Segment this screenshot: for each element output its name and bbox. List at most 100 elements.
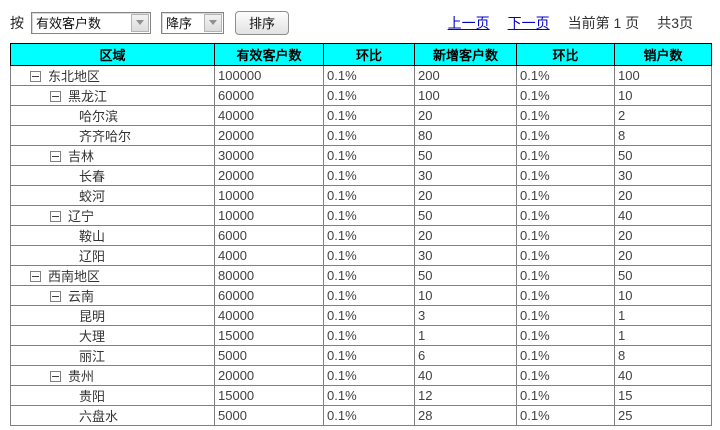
next-page-link[interactable]: 下一页	[507, 14, 550, 31]
value-cell: 0.1%	[516, 145, 615, 166]
region-label: 鞍山	[79, 229, 106, 244]
column-header-ratio-2: 环比	[516, 43, 615, 66]
value-cell: 4000	[214, 245, 324, 266]
value-cell: 5000	[214, 345, 324, 366]
table-row: 辽阳 4000 0.1% 30 0.1% 20	[10, 245, 712, 266]
value-cell: 0.1%	[323, 145, 415, 166]
table-row: 齐齐哈尔 20000 0.1% 80 0.1% 8	[10, 125, 712, 146]
collapse-minus-icon[interactable]	[30, 71, 41, 82]
value-cell: 0.1%	[516, 225, 615, 246]
region-cell: 蛟河	[10, 185, 215, 206]
collapse-minus-icon[interactable]	[50, 211, 61, 222]
sort-field-value: 有效客户数	[36, 16, 102, 31]
column-header-closed-count: 销户数	[614, 43, 712, 66]
value-cell: 20	[614, 245, 712, 266]
value-cell: 0.1%	[323, 105, 415, 126]
value-cell: 0.1%	[323, 85, 415, 106]
value-cell: 80	[414, 125, 517, 146]
value-cell: 20	[614, 185, 712, 206]
toolbar: 按 有效客户数 降序 排序 上一页 下一页 当前第 1 页 共3页	[0, 0, 720, 36]
value-cell: 3	[414, 305, 517, 326]
region-cell: 黑龙江	[10, 85, 215, 106]
table-row: 长春 20000 0.1% 30 0.1% 30	[10, 165, 712, 186]
sort-button[interactable]: 排序	[235, 10, 290, 35]
value-cell: 20000	[214, 125, 324, 146]
value-cell: 10	[414, 285, 517, 306]
value-cell: 40000	[214, 105, 324, 126]
collapse-minus-icon[interactable]	[50, 151, 61, 162]
value-cell: 0.1%	[516, 345, 615, 366]
dropdown-arrow-button[interactable]	[131, 13, 149, 32]
table-row: 哈尔滨 40000 0.1% 20 0.1% 2	[10, 105, 712, 126]
region-cell: 昆明	[10, 305, 215, 326]
table-row: 昆明 40000 0.1% 3 0.1% 1	[10, 305, 712, 326]
total-pages-text: 共3页	[657, 14, 693, 31]
sort-order-select[interactable]: 降序	[161, 11, 224, 34]
table-header: 区域 有效客户数 环比 新增客户数 环比 销户数	[10, 43, 712, 66]
value-cell: 0.1%	[323, 305, 415, 326]
value-cell: 20	[414, 185, 517, 206]
value-cell: 40	[614, 205, 712, 226]
region-label: 东北地区	[48, 69, 101, 84]
value-cell: 100	[414, 85, 517, 106]
value-cell: 0.1%	[516, 125, 615, 146]
value-cell: 0.1%	[323, 345, 415, 366]
collapse-minus-icon[interactable]	[30, 271, 41, 282]
region-label: 大理	[79, 329, 106, 344]
value-cell: 0.1%	[323, 325, 415, 346]
dropdown-arrow-button[interactable]	[204, 13, 222, 32]
region-label: 贵阳	[79, 389, 106, 404]
current-page-text: 当前第 1 页	[567, 14, 640, 31]
value-cell: 0.1%	[516, 105, 615, 126]
value-cell: 2	[614, 105, 712, 126]
value-cell: 30	[614, 165, 712, 186]
region-cell: 大理	[10, 325, 215, 346]
value-cell: 50	[414, 145, 517, 166]
value-cell: 0.1%	[323, 65, 415, 86]
region-cell: 东北地区	[10, 65, 215, 86]
value-cell: 200	[414, 65, 517, 86]
region-data-table: 区域 有效客户数 环比 新增客户数 环比 销户数 东北地区 100000 0.1% 2…	[10, 43, 712, 426]
region-cell: 辽宁	[10, 205, 215, 226]
chevron-down-icon	[209, 20, 217, 25]
collapse-minus-icon[interactable]	[50, 291, 61, 302]
region-cell: 鞍山	[10, 225, 215, 246]
value-cell: 20000	[214, 165, 324, 186]
value-cell: 10	[614, 85, 712, 106]
region-label: 吉林	[68, 149, 95, 164]
table-row: 西南地区 80000 0.1% 50 0.1% 50	[10, 265, 712, 286]
collapse-minus-icon[interactable]	[50, 91, 61, 102]
collapse-minus-icon[interactable]	[50, 371, 61, 382]
value-cell: 10000	[214, 185, 324, 206]
region-cell: 云南	[10, 285, 215, 306]
value-cell: 0.1%	[323, 245, 415, 266]
table-row: 鞍山 6000 0.1% 20 0.1% 20	[10, 225, 712, 246]
value-cell: 1	[614, 325, 712, 346]
table-body: 东北地区 100000 0.1% 200 0.1% 100 黑龙江 60000 0.1% 100 0…	[10, 65, 712, 426]
region-label: 六盘水	[79, 409, 119, 424]
value-cell: 0.1%	[516, 405, 615, 426]
value-cell: 0.1%	[516, 205, 615, 226]
value-cell: 10000	[214, 205, 324, 226]
region-cell: 辽阳	[10, 245, 215, 266]
value-cell: 12	[414, 385, 517, 406]
region-label: 西南地区	[48, 269, 101, 284]
table-row: 贵阳 15000 0.1% 12 0.1% 15	[10, 385, 712, 406]
value-cell: 0.1%	[323, 125, 415, 146]
value-cell: 0.1%	[516, 385, 615, 406]
value-cell: 30	[414, 245, 517, 266]
table-row: 大理 15000 0.1% 1 0.1% 1	[10, 325, 712, 346]
value-cell: 0.1%	[323, 265, 415, 286]
prev-page-link[interactable]: 上一页	[447, 14, 490, 31]
region-label: 辽宁	[68, 209, 95, 224]
table-row: 六盘水 5000 0.1% 28 0.1% 25	[10, 405, 712, 426]
value-cell: 0.1%	[516, 85, 615, 106]
value-cell: 0.1%	[323, 365, 415, 386]
sort-field-select[interactable]: 有效客户数	[31, 11, 151, 34]
value-cell: 20	[414, 105, 517, 126]
value-cell: 15	[614, 385, 712, 406]
value-cell: 0.1%	[516, 285, 615, 306]
region-label: 昆明	[79, 309, 106, 324]
sort-by-label: 按	[10, 14, 24, 31]
value-cell: 20000	[214, 365, 324, 386]
